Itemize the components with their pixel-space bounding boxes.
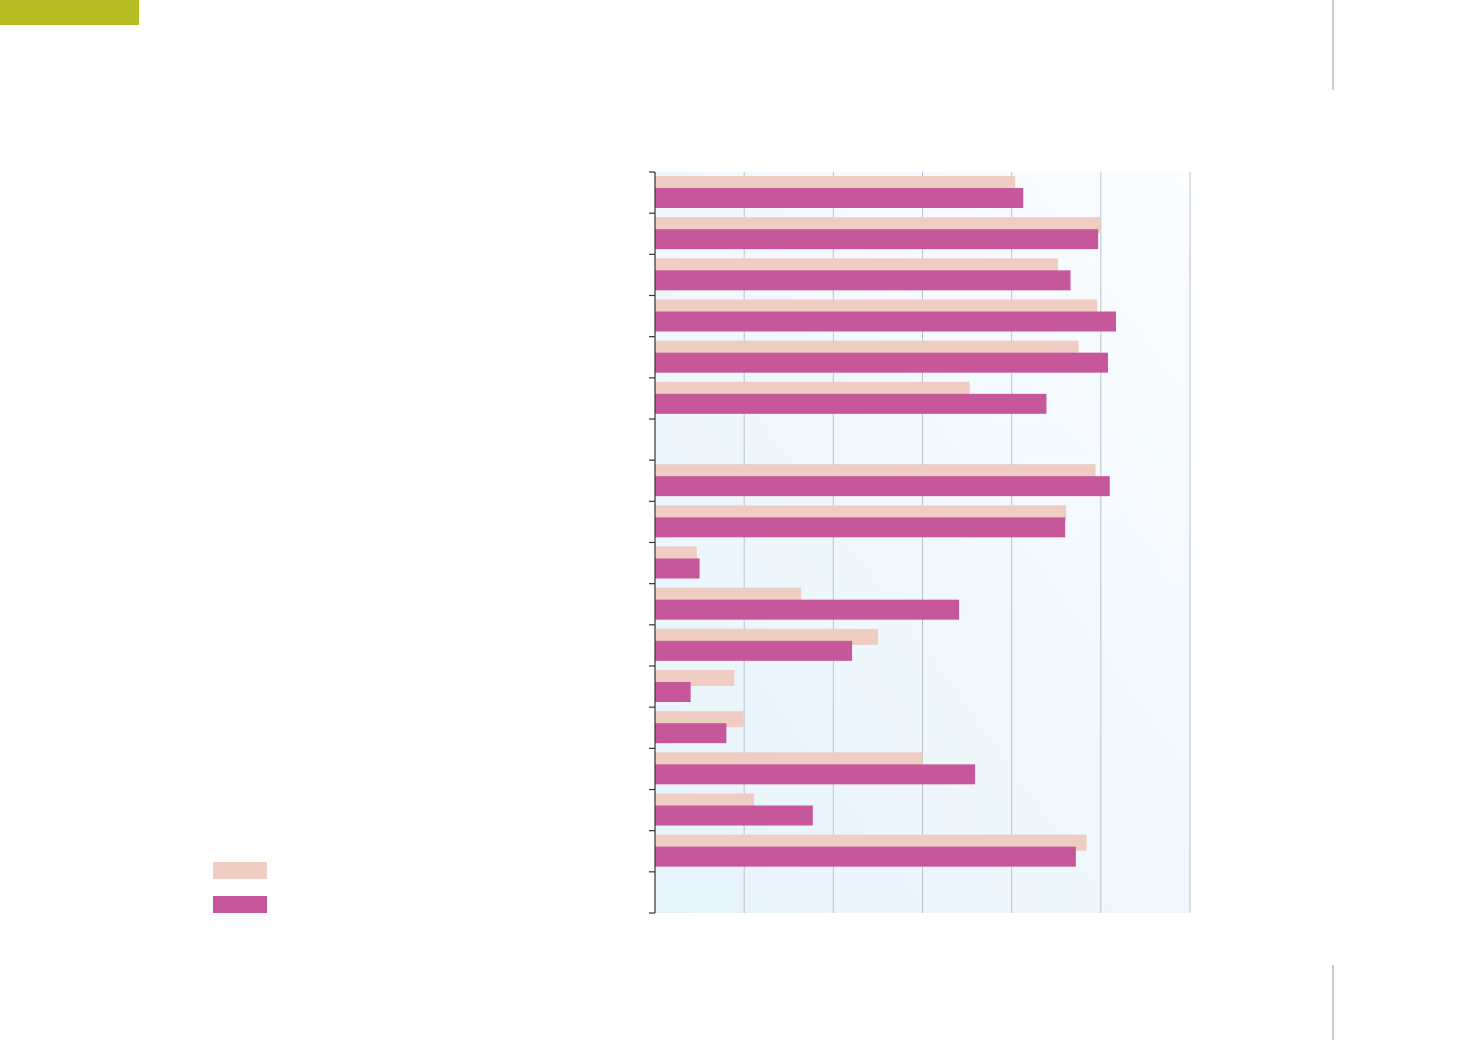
bar (655, 229, 1099, 250)
legend-swatch (213, 862, 267, 879)
legend-swatch (213, 896, 267, 913)
bar (655, 352, 1108, 373)
bar (655, 311, 1116, 332)
bar (655, 846, 1076, 867)
bar (655, 764, 976, 785)
bar (655, 599, 960, 620)
bar (655, 640, 853, 661)
bar (655, 270, 1071, 291)
bar (655, 723, 727, 744)
bar (655, 476, 1110, 497)
bar (655, 558, 700, 579)
bar (655, 805, 813, 826)
header-tab (0, 0, 139, 25)
bar (655, 682, 691, 702)
bar (655, 188, 1024, 208)
bar (655, 393, 1047, 414)
bar (655, 517, 1066, 538)
